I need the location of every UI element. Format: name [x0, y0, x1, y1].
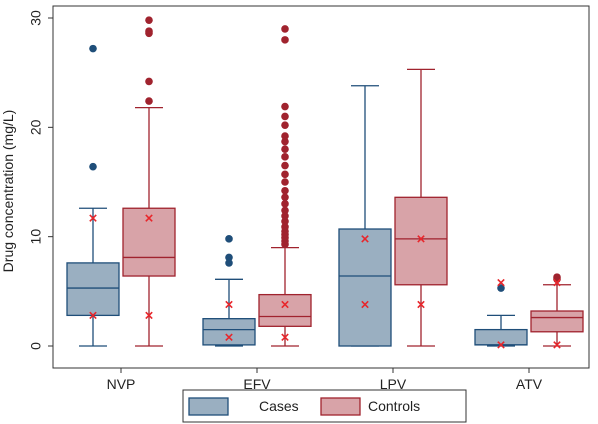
outlier-point [497, 284, 505, 292]
outlier-point [281, 102, 289, 111]
box-iqr [474, 328, 528, 346]
outlier-point [145, 77, 153, 86]
x-marker [417, 235, 425, 243]
legend-swatch [188, 397, 229, 416]
y-tick-label: 30 [28, 10, 44, 26]
box-iqr [66, 262, 120, 317]
x-marker-stroke [145, 311, 153, 320]
box-iqr [122, 207, 176, 277]
x-marker [497, 341, 505, 349]
x-tick-label: NVP [107, 376, 136, 392]
x-marker-stroke [145, 214, 153, 222]
box-iqr [394, 196, 448, 286]
x-marker-stroke [281, 300, 289, 309]
outlier-point [89, 44, 97, 53]
x-marker [145, 214, 153, 222]
x-marker [225, 333, 233, 342]
outlier-point [225, 235, 233, 243]
outlier-point [281, 132, 289, 140]
outlier-point [281, 223, 289, 231]
outlier-point [281, 206, 289, 215]
box-iqr [258, 293, 312, 327]
x-marker [281, 333, 289, 342]
x-marker-stroke [417, 235, 425, 243]
legend-label: Controls [368, 398, 420, 414]
x-marker [89, 311, 97, 320]
outlier-point [281, 137, 289, 146]
x-marker [89, 214, 97, 222]
legend: Cases Controls [182, 389, 467, 423]
outlier-point [145, 27, 153, 35]
outlier-point [145, 16, 153, 24]
outlier-point [281, 200, 289, 208]
x-marker-stroke [497, 341, 505, 349]
plot-area: 0 10 20 30 NVP EFV LPV ATV [28, 5, 590, 392]
x-marker-stroke [89, 311, 97, 320]
outlier-point [281, 178, 289, 186]
x-tick-label: EFV [243, 376, 271, 392]
x-marker-stroke [361, 235, 369, 243]
outlier-point [553, 273, 561, 281]
y-tick-label: 10 [28, 229, 44, 245]
x-marker-stroke [225, 333, 233, 342]
x-marker-stroke [225, 300, 233, 309]
x-marker-stroke [89, 214, 97, 222]
x-marker [281, 300, 289, 309]
outlier-point [281, 186, 289, 195]
outlier-point [281, 212, 289, 220]
y-tick-label: 20 [28, 119, 44, 135]
x-marker [225, 300, 233, 309]
outlier-point [281, 112, 289, 121]
outlier-point [89, 162, 97, 171]
x-marker-stroke [281, 333, 289, 342]
outlier-point [281, 161, 289, 170]
outlier-point [225, 253, 233, 262]
box-iqr [338, 228, 392, 347]
outlier-point [281, 25, 289, 33]
outlier-point [145, 97, 153, 105]
x-tick-label: ATV [516, 376, 543, 392]
x-marker [553, 341, 561, 349]
outlier-point [281, 193, 289, 202]
outlier-point [281, 36, 289, 44]
x-marker-stroke [553, 341, 561, 349]
plot-frame [52, 5, 590, 369]
outlier-point [281, 170, 289, 179]
x-marker [361, 300, 369, 309]
x-marker [145, 311, 153, 320]
x-marker [361, 235, 369, 243]
outlier-point [225, 259, 233, 267]
x-marker [497, 278, 505, 287]
x-tick-label: LPV [380, 376, 407, 392]
x-marker-stroke [361, 300, 369, 309]
y-axis-title: Drug concentration (mg/L) [0, 110, 16, 273]
x-marker [553, 278, 561, 287]
box-iqr [530, 310, 584, 333]
outlier-point [281, 217, 289, 226]
legend-swatch [320, 397, 361, 416]
y-tick-label: 0 [28, 342, 44, 350]
x-marker [417, 300, 425, 309]
outlier-point [281, 121, 289, 129]
x-marker-stroke [553, 278, 561, 287]
x-marker-stroke [417, 300, 425, 309]
box-iqr [202, 318, 256, 346]
outlier-point [281, 153, 289, 161]
x-marker-stroke [497, 278, 505, 287]
outlier-point [281, 145, 289, 153]
legend-label: Cases [259, 398, 299, 414]
